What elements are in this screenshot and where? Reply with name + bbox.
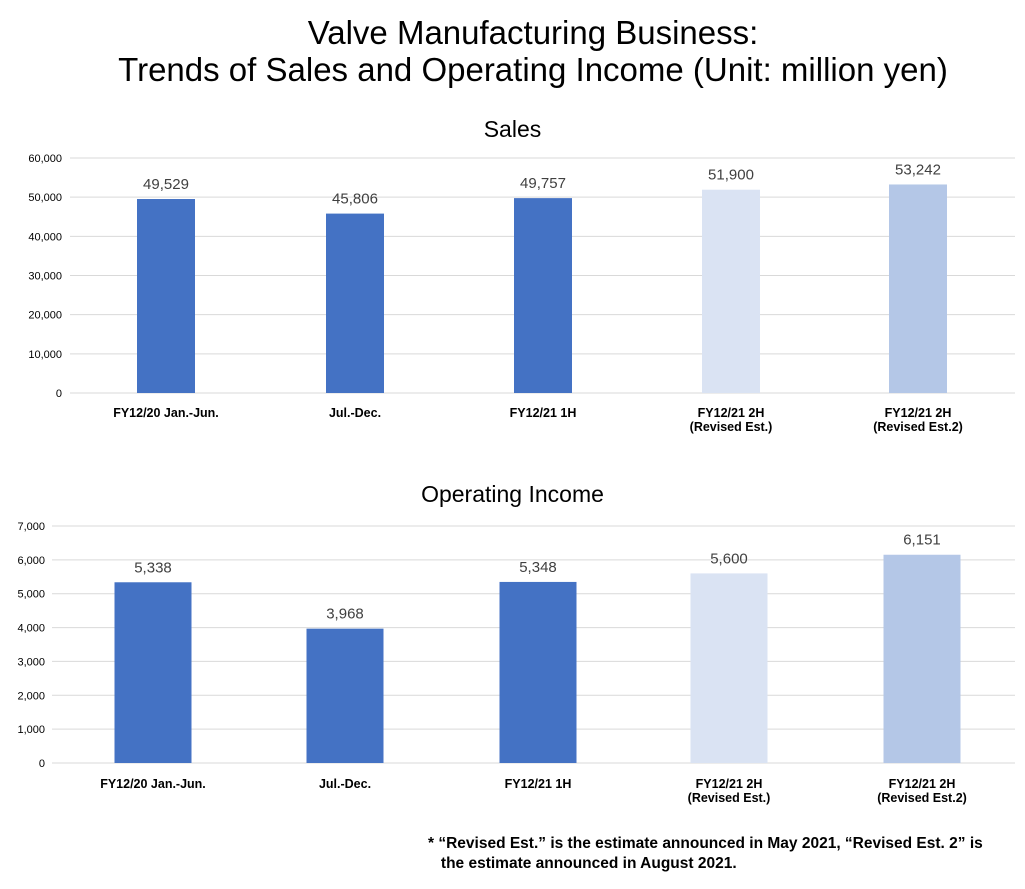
footnote-line2: the estimate announced in August 2021. [428, 855, 737, 872]
sales-category-label: FY12/21 1H [510, 406, 577, 420]
sales-plot: 0 10,000 20,000 30,000 40,000 50,000 60,000 49,… [28, 153, 1015, 434]
income-data-label: 6,151 [903, 532, 941, 549]
income-data-label: 5,600 [710, 550, 748, 567]
income-bar [306, 628, 384, 763]
sales-bar [889, 184, 947, 393]
income-ytick-label: 1,000 [17, 724, 45, 736]
income-chart-title: Operating Income [421, 481, 604, 507]
main-title-line2: Trends of Sales and Operating Income (Un… [118, 51, 948, 88]
income-plot: 0 1,000 2,000 3,000 4,000 5,000 6,000 7,000 5,33… [17, 521, 1015, 805]
income-data-label: 3,968 [326, 606, 364, 623]
income-bar [499, 581, 577, 763]
sales-ytick-label: 10,000 [28, 349, 62, 361]
sales-chart: Sales 0 10,000 20,000 30,000 40,000 50,000 60,… [0, 110, 1025, 440]
footnote-line1: * “Revised Est.” is the estimate announc… [428, 835, 983, 852]
income-category-label: (Revised Est.2) [877, 791, 967, 805]
sales-category-label: Jul.-Dec. [329, 406, 381, 420]
sales-category-label: (Revised Est.) [690, 420, 773, 434]
income-ytick-label: 5,000 [17, 589, 45, 601]
footnote: * “Revised Est.” is the estimate announc… [428, 834, 1018, 874]
income-chart: Operating Income 0 1,000 2,000 3,000 4,000 5,… [0, 475, 1025, 810]
sales-category-label: FY12/21 2H [885, 406, 952, 420]
income-data-label: 5,338 [134, 559, 172, 576]
income-category-label: (Revised Est.) [688, 791, 771, 805]
sales-category-label: FY12/21 2H [698, 406, 765, 420]
sales-chart-title: Sales [483, 116, 542, 142]
sales-data-label: 49,757 [520, 175, 566, 192]
sales-data-label: 51,900 [708, 167, 754, 184]
income-ytick-label: 3,000 [17, 656, 45, 668]
sales-ytick-label: 0 [56, 388, 62, 400]
sales-category-label: (Revised Est.2) [873, 420, 963, 434]
income-ytick-label: 0 [39, 758, 45, 770]
sales-ytick-label: 40,000 [28, 231, 62, 243]
main-title: Valve Manufacturing Business: Trends of … [0, 14, 1025, 88]
income-category-label: FY12/20 Jan.-Jun. [100, 777, 206, 791]
income-ytick-label: 6,000 [17, 555, 45, 567]
sales-bar [702, 189, 760, 393]
sales-data-label: 49,529 [143, 176, 189, 193]
sales-ytick-label: 50,000 [28, 192, 62, 204]
sales-ytick-label: 60,000 [28, 153, 62, 165]
income-ytick-label: 4,000 [17, 623, 45, 635]
sales-category-label: FY12/20 Jan.-Jun. [113, 406, 219, 420]
sales-bar [514, 198, 572, 393]
income-bar [883, 554, 961, 763]
income-ytick-label: 7,000 [17, 521, 45, 533]
income-bar [690, 573, 768, 763]
sales-ytick-label: 20,000 [28, 310, 62, 322]
sales-data-label: 53,242 [895, 161, 941, 178]
income-data-label: 5,348 [519, 559, 557, 576]
sales-ytick-label: 30,000 [28, 271, 62, 283]
income-category-label: FY12/21 2H [889, 777, 956, 791]
sales-bar [326, 213, 384, 393]
main-title-line1: Valve Manufacturing Business: [307, 14, 759, 51]
income-category-label: FY12/21 1H [505, 777, 572, 791]
income-bar [114, 582, 192, 763]
sales-data-label: 45,806 [332, 191, 378, 208]
income-category-label: Jul.-Dec. [319, 777, 371, 791]
income-category-label: FY12/21 2H [696, 777, 763, 791]
income-ytick-label: 2,000 [17, 690, 45, 702]
sales-bar [137, 199, 195, 393]
